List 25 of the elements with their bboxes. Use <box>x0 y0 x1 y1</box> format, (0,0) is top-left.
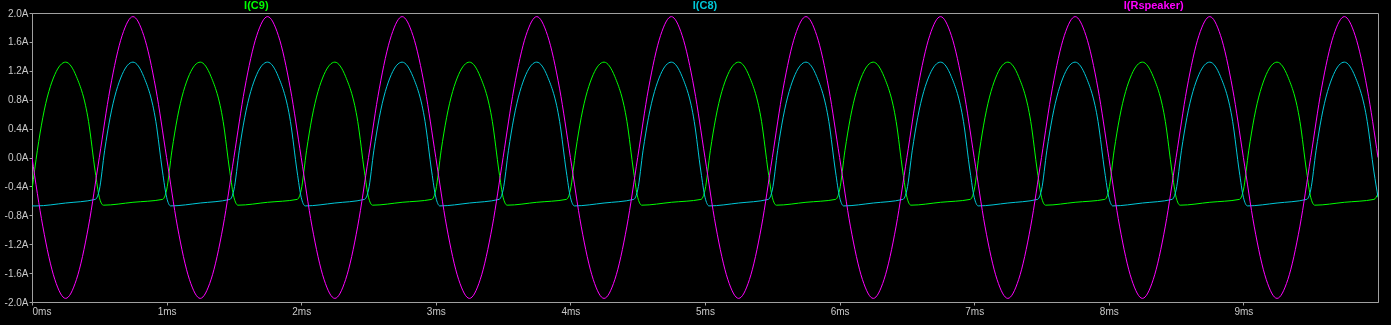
y-tick-label: -0.8A <box>4 209 29 221</box>
x-tick-label: 1ms <box>157 305 177 317</box>
y-tick-label: 0.0A <box>7 152 29 163</box>
y-tick-label: 2.0A <box>7 7 29 19</box>
y-tick-label: -1.2A <box>4 238 29 250</box>
x-tick-label: 6ms <box>830 305 850 317</box>
text: I(Rspeaker) <box>1123 0 1184 11</box>
y-tick-label: -2.0A <box>4 296 29 308</box>
x-tick-label: 3ms <box>426 305 446 317</box>
y-tick-label: 1.6A <box>7 36 29 48</box>
line-series <box>32 16 1378 299</box>
x-tick-label: 8ms <box>1099 305 1119 317</box>
x-tick-label: 4ms <box>561 305 581 317</box>
text: I(C9) <box>244 0 269 11</box>
x-tick-label: 7ms <box>965 305 985 317</box>
y-tick-label: 0.8A <box>7 94 29 106</box>
y-tick-label: -1.6A <box>4 267 29 279</box>
y-tick-label: 1.2A <box>7 65 29 77</box>
x-tick-label: 2ms <box>292 305 312 317</box>
y-tick-label: 0.4A <box>7 123 29 135</box>
y-tick-label: -0.4A <box>4 180 29 192</box>
x-tick-label: 5ms <box>696 305 715 317</box>
x-tick-label: 9ms <box>1234 305 1254 317</box>
x-tick-label: 0ms <box>32 305 52 317</box>
text: I(C8) <box>692 0 718 11</box>
